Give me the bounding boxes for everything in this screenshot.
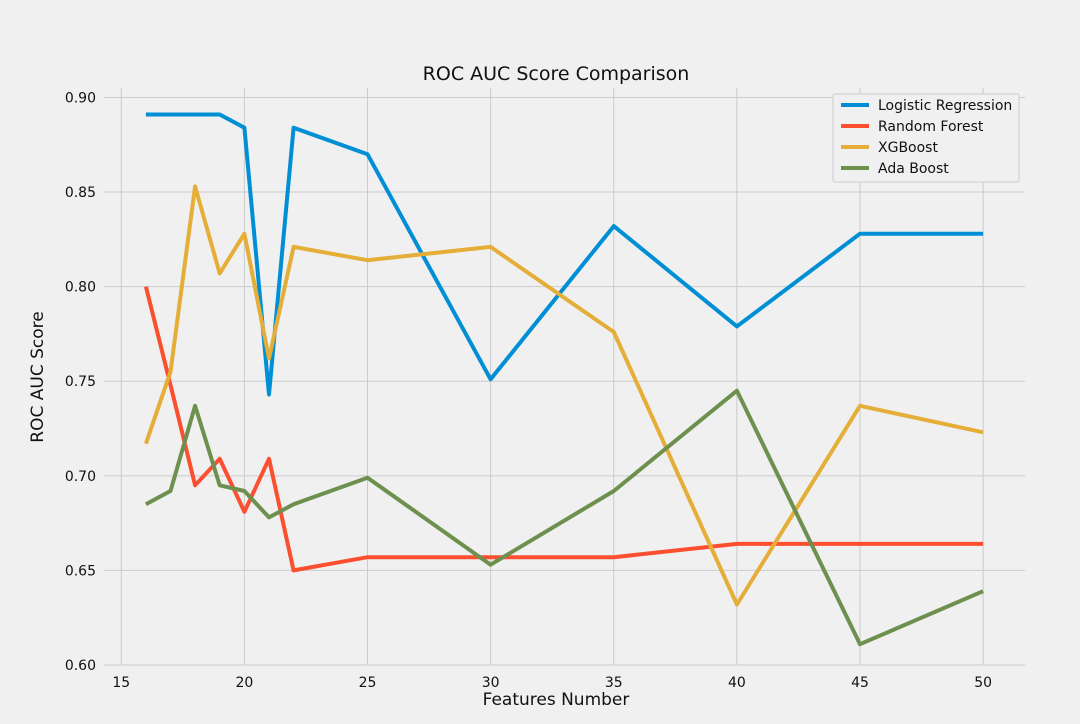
- y-tick-label: 0.70: [65, 469, 96, 485]
- y-tick-label: 0.75: [65, 374, 96, 390]
- x-tick-label: 30: [482, 675, 500, 691]
- x-tick-label: 15: [112, 675, 130, 691]
- series-line-ada-boost: [144, 388, 984, 647]
- y-tick-label: 0.90: [65, 90, 96, 106]
- series-lines: [143, 112, 984, 647]
- x-axis-label: Features Number: [483, 690, 630, 710]
- chart-title: ROC AUC Score Comparison: [423, 63, 690, 85]
- series-line-random-forest: [143, 286, 984, 573]
- legend-label: XGBoost: [878, 140, 938, 156]
- y-tick-label: 0.85: [65, 185, 96, 201]
- legend-box: [832, 93, 1020, 183]
- x-tick-label: 50: [974, 675, 992, 691]
- tick-labels: 15 20 25 30 35 40 45 50 0.60 0.65 0.70 0.75 0.80 0.85…: [65, 90, 992, 691]
- y-tick-label: 0.80: [65, 280, 96, 296]
- y-axis-label: ROC AUC Score: [28, 311, 48, 442]
- plot-area-background: [104, 88, 1025, 665]
- grid-layer: [104, 88, 1025, 666]
- x-tick-label: 20: [235, 675, 253, 691]
- x-tick-label: 40: [728, 675, 746, 691]
- x-tick-label: 35: [605, 675, 623, 691]
- x-tick-label: 25: [359, 675, 377, 691]
- y-tick-label: 0.65: [65, 563, 96, 579]
- legend-label: Random Forest: [878, 119, 984, 135]
- legend-label: Logistic Regression: [878, 98, 1012, 114]
- y-tick-label: 0.60: [65, 658, 96, 674]
- legend: Logistic Regression Random Forest XGBoost A…: [832, 93, 1020, 183]
- series-line-xgboost: [144, 184, 984, 607]
- legend-label: Ada Boost: [878, 161, 949, 177]
- x-tick-label: 45: [851, 675, 869, 691]
- series-line-logistic-regression: [145, 112, 984, 397]
